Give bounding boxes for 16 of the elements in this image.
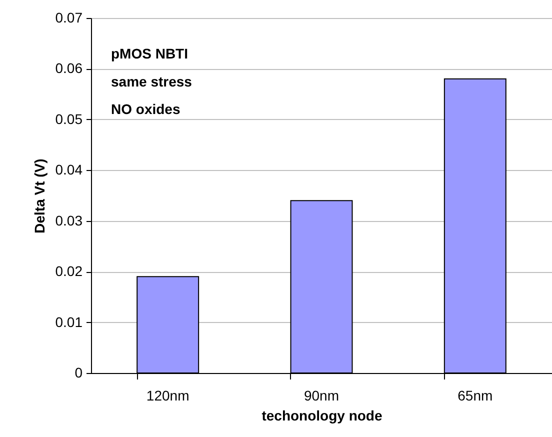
y-tick-label: 0 bbox=[74, 364, 83, 380]
x-tick-label: 65nm bbox=[458, 388, 493, 404]
annotation: pMOS NBTI bbox=[111, 45, 188, 62]
x-axis-title: techonology node bbox=[262, 408, 382, 424]
y-tick-label: 0.06 bbox=[55, 60, 83, 76]
y-tick-label: 0.01 bbox=[55, 314, 83, 330]
y-axis-title: Delta Vt (V) bbox=[31, 158, 48, 234]
y-tick-label: 0.04 bbox=[55, 162, 83, 178]
x-tick-label: 120nm bbox=[146, 388, 190, 404]
y-tick-label: 0.03 bbox=[55, 212, 83, 228]
x-tick-label: 90nm bbox=[304, 388, 340, 404]
y-tick-label: 0.02 bbox=[55, 263, 83, 280]
y-tick-label: 0.05 bbox=[55, 110, 83, 127]
annotation: NO oxides bbox=[111, 101, 180, 118]
annotation: same stress bbox=[111, 73, 192, 90]
y-tick-label: 0.07 bbox=[55, 10, 83, 26]
